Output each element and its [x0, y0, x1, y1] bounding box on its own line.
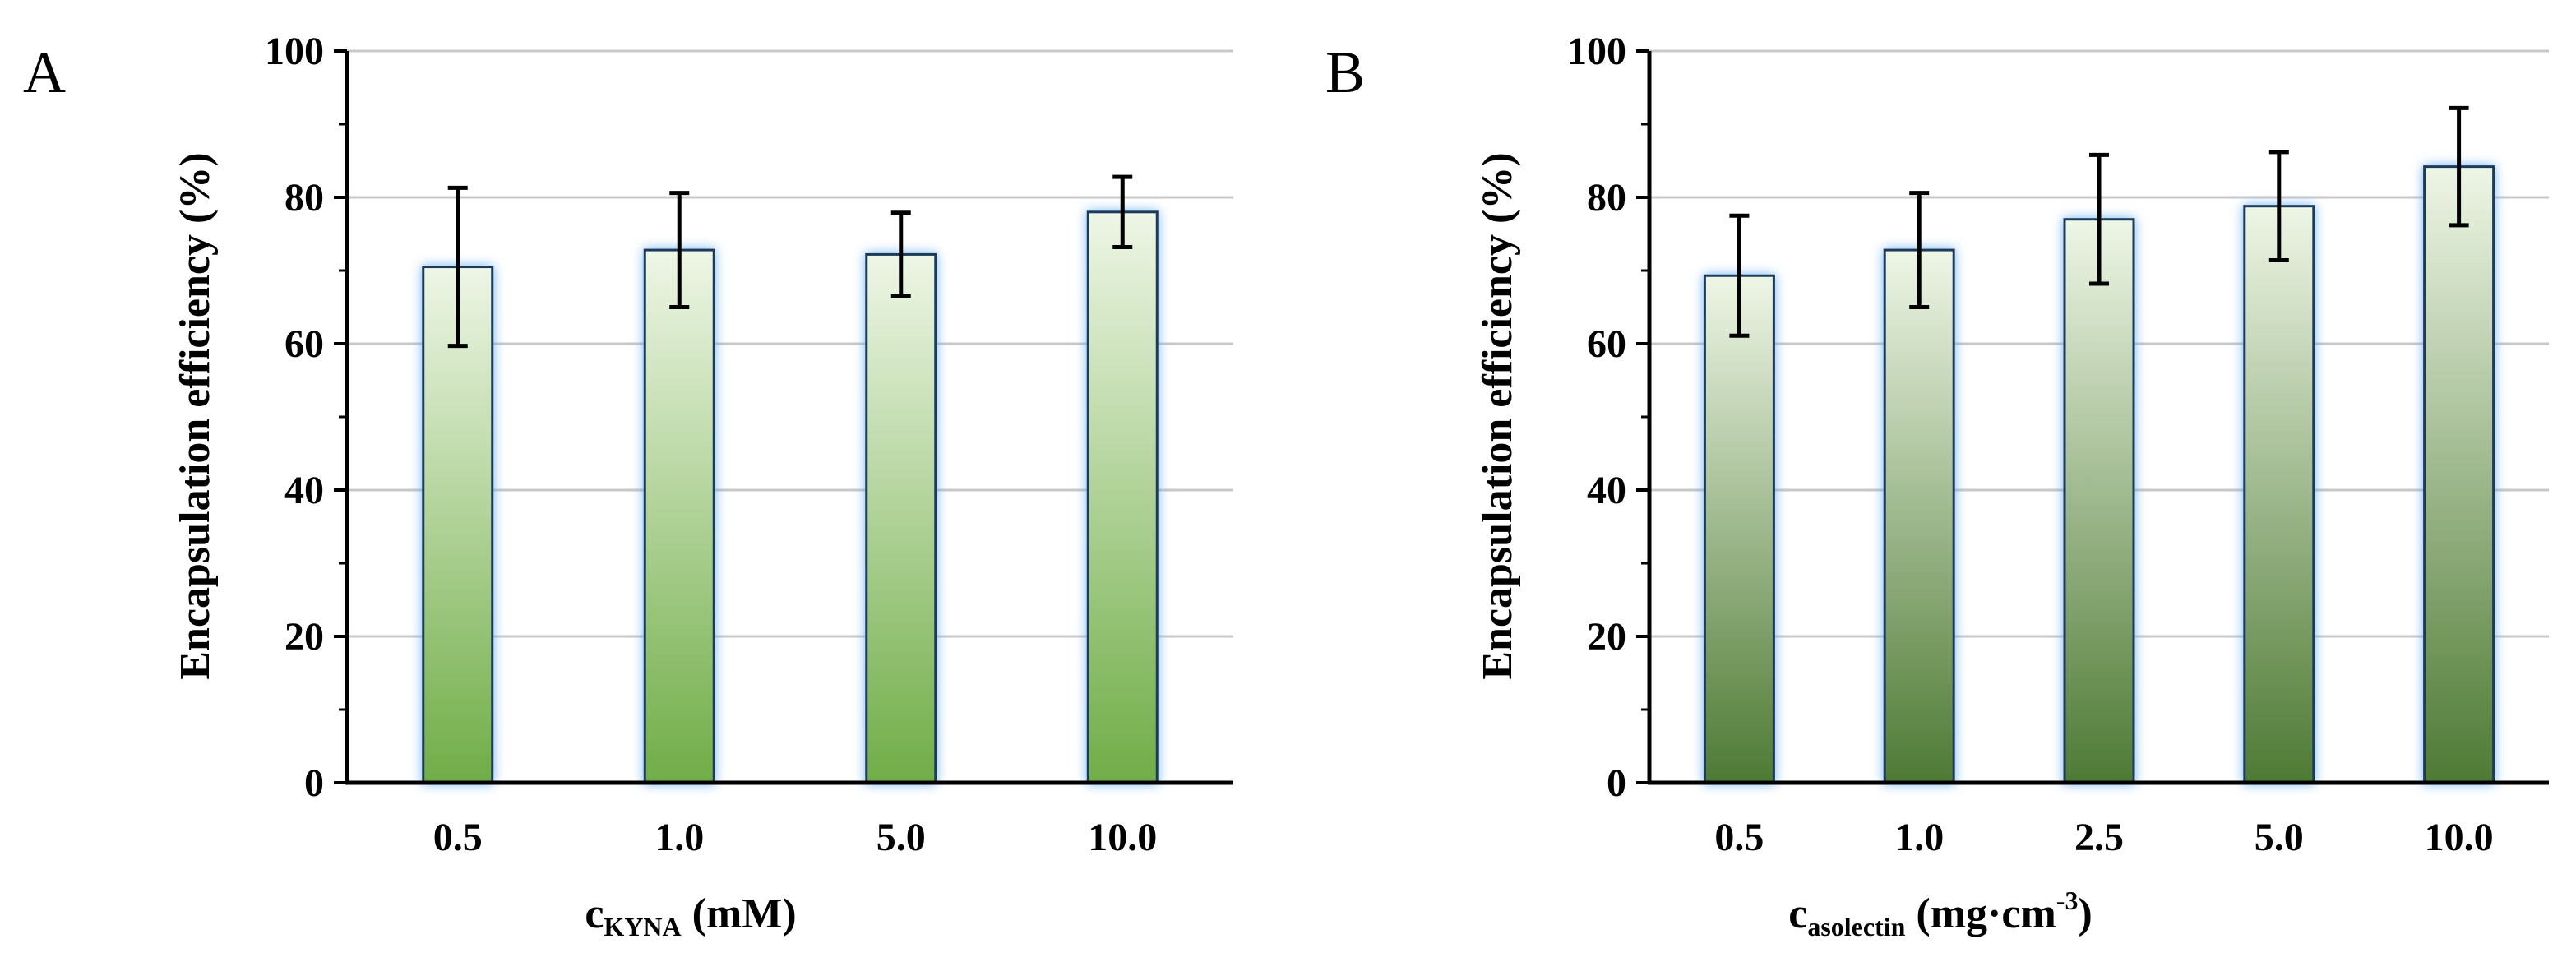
- bar: [865, 252, 937, 784]
- x-tick-label: 5.0: [876, 816, 926, 859]
- chart-panel-b: B 0 20 40 60 80 100 0.5 1.0 2.5 5.0 10.0 Encapsul…: [1325, 30, 2549, 941]
- x-tick-labels-a: 0.5 1.0 5.0 10.0: [433, 816, 1158, 859]
- panel-label-b: B: [1325, 39, 1365, 105]
- y-tick-label: 80: [284, 176, 324, 220]
- axes-a: [334, 49, 1233, 785]
- y-axis-title-a: Encapsulation efficiency (%): [172, 152, 219, 679]
- bar: [2423, 165, 2495, 784]
- error-bars-b: [1729, 105, 2469, 338]
- bar: [2243, 205, 2315, 784]
- bar: [2063, 218, 2135, 784]
- y-axis-title-b: Encapsulation efficiency (%): [1474, 152, 1521, 679]
- gridlines-a: [347, 49, 1233, 638]
- x-tick-label: 0.5: [433, 816, 483, 859]
- x-axis-subscript-a: KYNA: [604, 912, 681, 941]
- y-tick-label: 40: [284, 469, 324, 512]
- y-tick-label: 60: [1587, 322, 1626, 366]
- x-axis-subscript-b: asolectin: [1807, 912, 1905, 941]
- bar: [1883, 248, 1955, 784]
- y-tick-label: 20: [284, 615, 324, 659]
- error-bars-a: [447, 174, 1133, 349]
- x-tick-label: 1.0: [1894, 816, 1944, 859]
- y-tick-label: 20: [1587, 615, 1626, 659]
- y-tick-label: 60: [284, 322, 324, 366]
- chart-panel-a: A 0 20 40 60 80 100 0.5 1.0 5.0 10.0 Encapsulati…: [23, 30, 1233, 941]
- bars-b: [1703, 165, 2495, 784]
- bar: [1703, 274, 1775, 784]
- axes-b: [1636, 49, 2549, 785]
- y-tick-label: 0: [304, 761, 324, 805]
- x-tick-label: 0.5: [1714, 816, 1764, 859]
- x-tick-label: 10.0: [1088, 816, 1157, 859]
- y-tick-label: 80: [1587, 176, 1626, 220]
- y-tick-label: 100: [265, 30, 324, 73]
- y-tick-label: 100: [1567, 30, 1626, 73]
- y-tick-label: 40: [1587, 469, 1626, 512]
- x-tick-label: 1.0: [654, 816, 704, 859]
- x-axis-title-a: cKYNA (mM): [585, 890, 796, 941]
- y-tick-labels-a: 0 20 40 60 80 100: [265, 30, 324, 805]
- x-axis-superscript-b: -3: [2056, 886, 2079, 915]
- bars-a: [422, 210, 1159, 784]
- x-axis-title-b: casolectin (mg·cm-3): [1788, 886, 2093, 941]
- bar: [422, 266, 494, 784]
- x-tick-labels-b: 0.5 1.0 2.5 5.0 10.0: [1714, 816, 2493, 859]
- bar: [643, 248, 715, 784]
- y-tick-labels-b: 0 20 40 60 80 100: [1567, 30, 1626, 805]
- x-tick-label: 2.5: [2074, 816, 2124, 859]
- panel-label-a: A: [23, 39, 66, 105]
- x-tick-label: 5.0: [2255, 816, 2304, 859]
- y-tick-label: 0: [1607, 761, 1626, 805]
- x-tick-label: 10.0: [2425, 816, 2494, 859]
- bar: [1086, 210, 1159, 784]
